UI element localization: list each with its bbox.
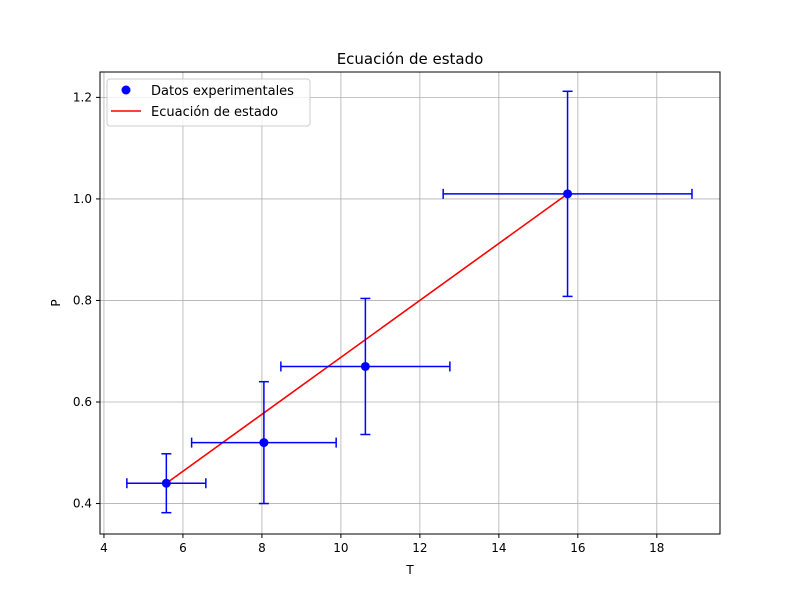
y-tick-label: 0.6 [73, 395, 92, 409]
x-axis-ticks: 4 6 8 10 12 14 16 18 [100, 534, 664, 555]
data-point [259, 438, 269, 448]
fit-line-layer [165, 193, 569, 484]
data-point [563, 189, 573, 199]
error-bar-layer [126, 90, 693, 514]
x-tick-label: 16 [570, 541, 585, 555]
data-point [360, 361, 370, 371]
legend-label-ecuacion: Ecuación de estado [151, 105, 278, 120]
grid [100, 72, 720, 534]
legend-marker-datos [121, 85, 131, 95]
point-layer [161, 189, 573, 488]
y-tick-label: 0.8 [73, 293, 92, 307]
legend: Datos experimentales Ecuación de estado [106, 78, 311, 127]
chart-title: Ecuación de estado [337, 50, 484, 68]
x-tick-label: 4 [100, 541, 108, 555]
plot-frame [99, 71, 721, 535]
x-tick-label: 12 [412, 541, 427, 555]
data-point [161, 478, 171, 488]
x-axis-label: T [405, 563, 414, 577]
x-tick-label: 6 [179, 541, 187, 555]
x-tick-label: 14 [491, 541, 506, 555]
y-axis-label: P [49, 299, 63, 306]
y-tick-label: 1.0 [73, 192, 92, 206]
y-tick-label: 0.4 [73, 497, 92, 511]
x-tick-label: 8 [258, 541, 266, 555]
x-tick-label: 10 [333, 541, 348, 555]
y-axis-ticks: 0.4 0.6 0.8 1.0 1.2 [73, 90, 100, 511]
x-tick-label: 18 [649, 541, 664, 555]
legend-label-datos: Datos experimentales [151, 84, 294, 99]
y-tick-label: 1.2 [73, 90, 92, 104]
fit-line [165, 193, 569, 484]
legend-box [106, 78, 311, 127]
